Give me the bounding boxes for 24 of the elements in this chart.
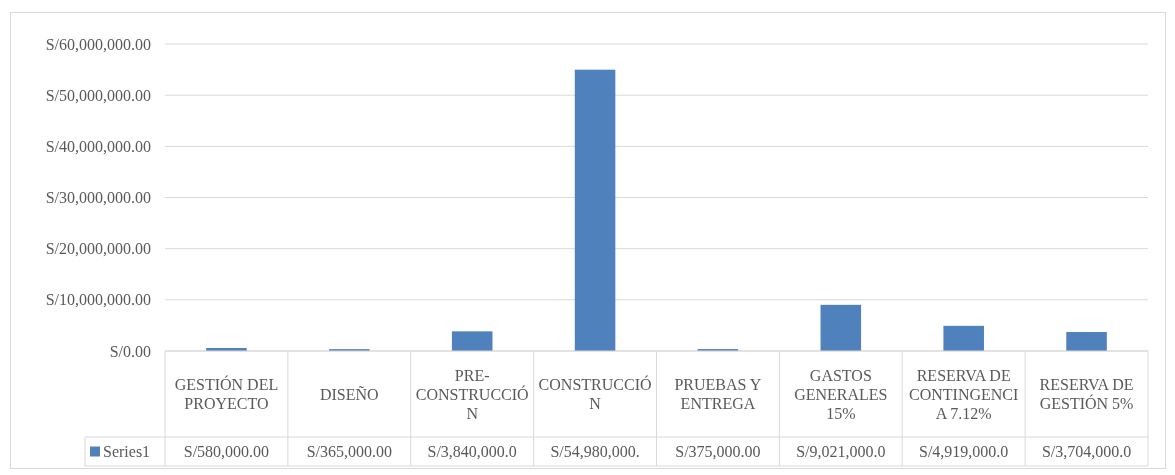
data-label: S/4,919,000.0 [919, 443, 1009, 461]
y-tick-label: S/40,000,000.00 [45, 137, 151, 155]
x-tick-label: GASTOS GENERALES 15% [794, 366, 888, 422]
y-tick-label: S/30,000,000.00 [45, 189, 151, 207]
data-label: S/375,000.00 [675, 443, 761, 461]
data-label: S/54,980,000. [550, 443, 640, 461]
data-label: S/365,000.00 [306, 443, 392, 461]
y-tick-label: S/50,000,000.00 [45, 86, 151, 104]
x-tick-label: RESERVA DE CONTINGENCIA 7.12% [909, 366, 1019, 422]
data-label: S/580,000.00 [183, 443, 270, 461]
x-tick-label: GESTIÓN DEL PROYECTO [174, 375, 279, 413]
y-tick-label: S/20,000,000.00 [45, 240, 151, 258]
legend-label: Series1 [103, 443, 151, 461]
y-tick-label: S/0.00 [109, 342, 151, 360]
x-tick-label: PRE-CONSTRUCCIÓN [415, 366, 529, 422]
y-tick-label: S/60,000,000.00 [45, 35, 151, 53]
x-tick-label: RESERVA DE GESTIÓN 5% [1039, 376, 1134, 413]
x-tick-label: CONSTRUCCIÓN [538, 375, 652, 413]
y-tick-label: S/10,000,000.00 [45, 291, 151, 309]
data-label: S/3,840,000.0 [427, 443, 517, 461]
data-label: S/9,021,000.0 [796, 443, 886, 461]
x-tick-label: DISEÑO [319, 385, 379, 403]
x-tick-label: PRUEBAS Y ENTREGA [674, 376, 762, 413]
data-label: S/3,704,000.0 [1041, 443, 1132, 461]
